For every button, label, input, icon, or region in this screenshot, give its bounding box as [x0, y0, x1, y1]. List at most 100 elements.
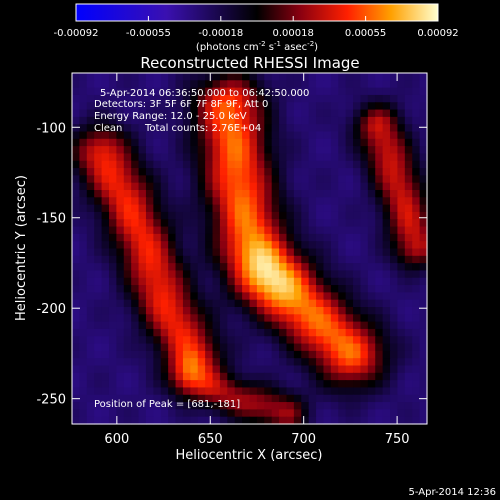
heatmap-cell	[138, 321, 147, 330]
heatmap-cell	[308, 160, 317, 169]
heatmap-cell	[190, 350, 199, 359]
heatmap-cell	[145, 416, 154, 425]
heatmap-cell	[175, 299, 184, 308]
heatmap-cell	[279, 350, 288, 359]
heatmap-cell	[412, 416, 421, 425]
heatmap-cell	[360, 124, 369, 133]
heatmap-cell	[86, 175, 95, 184]
heatmap-cell	[234, 314, 243, 323]
heatmap-cell	[116, 160, 125, 169]
heatmap-cell	[131, 146, 140, 155]
heatmap-cell	[412, 255, 421, 264]
heatmap-cell	[316, 153, 325, 162]
heatmap-cell	[367, 394, 376, 403]
heatmap-cell	[123, 109, 132, 118]
heatmap-cell	[397, 146, 406, 155]
heatmap-cell	[219, 175, 228, 184]
heatmap-cell	[234, 263, 243, 272]
heatmap-cell	[271, 73, 280, 81]
heatmap-cell	[219, 87, 228, 96]
heatmap-cell	[175, 263, 184, 272]
heatmap-cell	[86, 211, 95, 220]
heatmap-cell	[293, 146, 302, 155]
heatmap-cell	[168, 160, 177, 169]
heatmap-cell	[397, 292, 406, 301]
heatmap-cell	[108, 314, 117, 323]
heatmap-cell	[330, 394, 339, 403]
heatmap-cell	[323, 124, 332, 133]
heatmap-cell	[108, 233, 117, 242]
heatmap-cell	[286, 314, 295, 323]
heatmap-cell	[138, 175, 147, 184]
heatmap-cell	[72, 358, 80, 367]
heatmap-cell	[293, 204, 302, 213]
heatmap-cell	[323, 336, 332, 345]
heatmap-cell	[205, 255, 214, 264]
heatmap-cell	[412, 336, 421, 345]
heatmap-cell	[316, 358, 325, 367]
heatmap-cell	[256, 314, 265, 323]
heatmap-cell	[123, 168, 132, 176]
heatmap-cell	[419, 292, 428, 301]
heatmap-cell	[404, 248, 413, 257]
heatmap-cell	[131, 292, 140, 301]
heatmap-cell	[182, 138, 191, 147]
heatmap-cell	[293, 270, 302, 279]
heatmap-cell	[108, 387, 117, 396]
heatmap-cell	[182, 299, 191, 308]
heatmap-cell	[138, 219, 147, 228]
heatmap-cell	[168, 285, 177, 293]
heatmap-cell	[308, 131, 317, 140]
heatmap-cell	[234, 372, 243, 381]
heatmap-cell	[390, 343, 399, 352]
heatmap-cell	[175, 365, 184, 374]
heatmap-cell	[153, 146, 162, 155]
heatmap-cell	[131, 87, 140, 96]
heatmap-cell	[293, 131, 302, 140]
heatmap-cell	[316, 116, 325, 125]
heatmap-cell	[323, 197, 332, 206]
heatmap-cell	[145, 255, 154, 264]
heatmap-cell	[271, 168, 280, 176]
heatmap-cell	[345, 292, 354, 301]
heatmap-cell	[242, 73, 251, 81]
heatmap-cell	[316, 307, 325, 315]
heatmap-cell	[301, 153, 310, 162]
heatmap-cell	[94, 226, 103, 235]
heatmap-cell	[412, 321, 421, 330]
heatmap-cell	[242, 182, 251, 191]
heatmap-cell	[397, 211, 406, 220]
annotation-total-counts: Total counts: 2.76E+04	[144, 123, 261, 134]
heatmap-cell	[397, 73, 406, 81]
heatmap-cell	[404, 270, 413, 279]
heatmap-cell	[219, 292, 228, 301]
heatmap-cell	[116, 94, 125, 103]
heatmap-cell	[160, 358, 169, 367]
heatmap-cell	[197, 321, 206, 330]
heatmap-cell	[286, 277, 295, 286]
heatmap-cell	[86, 241, 95, 250]
heatmap-cell	[190, 336, 199, 345]
heatmap-cell	[72, 116, 80, 125]
heatmap-cell	[138, 314, 147, 323]
heatmap-cell	[108, 102, 117, 111]
colorbar-tick-label: -0.00092	[54, 28, 99, 39]
heatmap-cell	[345, 160, 354, 169]
heatmap-cell	[145, 168, 154, 176]
heatmap-cell	[86, 131, 95, 140]
heatmap-cell	[101, 87, 110, 96]
heatmap-cell	[360, 94, 369, 103]
heatmap-cell	[390, 116, 399, 125]
heatmap-cell	[182, 372, 191, 381]
heatmap-cell	[308, 94, 317, 103]
heatmap-cell	[279, 263, 288, 272]
heatmap-cell	[101, 211, 110, 220]
heatmap-cell	[138, 190, 147, 198]
heatmap-cell	[279, 402, 288, 410]
heatmap-cell	[212, 277, 221, 286]
heatmap-cell	[397, 277, 406, 286]
heatmap-cell	[367, 321, 376, 330]
heatmap-cell	[123, 387, 132, 396]
heatmap-cell	[271, 94, 280, 103]
heatmap-cell	[205, 409, 214, 418]
